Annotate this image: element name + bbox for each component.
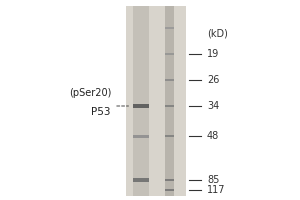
Bar [165,79,174,81]
Bar [165,27,174,29]
Text: 26: 26 [207,75,219,85]
Text: 85: 85 [207,175,219,185]
Bar [165,6,174,196]
Text: (kD): (kD) [207,29,228,39]
Bar [165,53,174,55]
Text: 48: 48 [207,131,219,141]
Bar [126,6,186,196]
Bar [165,179,174,181]
Bar [133,104,149,108]
Text: (pSer20): (pSer20) [69,88,111,98]
Text: 34: 34 [207,101,219,111]
Text: P53: P53 [92,107,111,117]
Bar [165,189,174,191]
Text: 19: 19 [207,49,219,59]
Bar [133,178,149,182]
Bar [133,6,149,196]
Bar [165,135,174,137]
Bar [133,134,149,138]
Bar [165,105,174,107]
Text: 117: 117 [207,185,226,195]
